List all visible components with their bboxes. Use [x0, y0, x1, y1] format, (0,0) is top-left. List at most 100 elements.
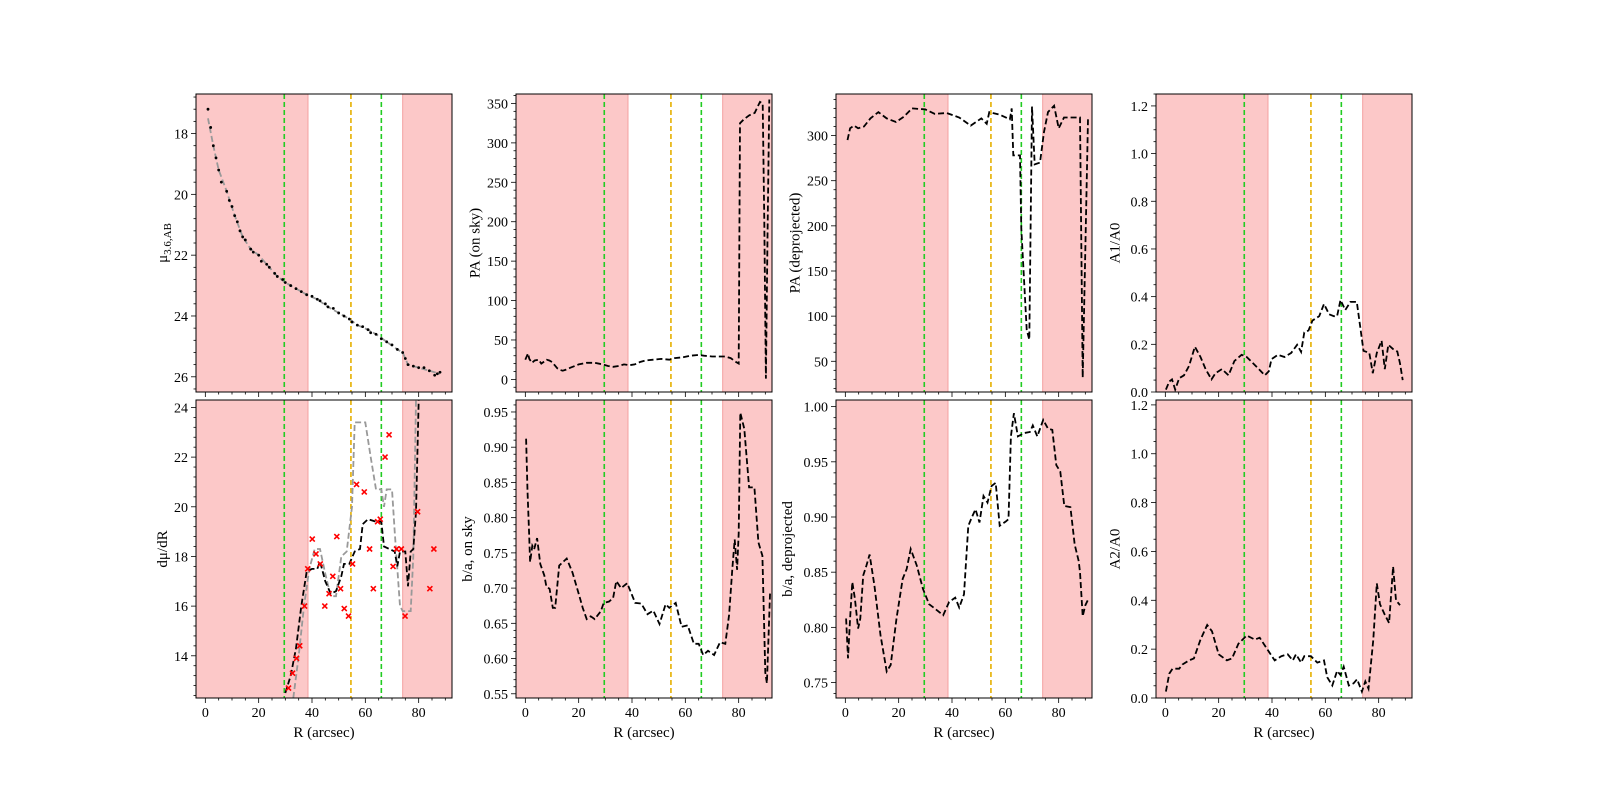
y-tick-label: 300 — [807, 130, 828, 145]
data-point-x-marker — [285, 685, 292, 692]
shaded-region — [1042, 400, 1092, 698]
plot-area — [1156, 94, 1412, 392]
panel-pa_deproj: 50 100 150 200 250 300 PA (deprojected) — [788, 93, 1093, 397]
data-point-x-marker — [293, 655, 300, 662]
x-tick-label: 60 — [998, 706, 1012, 721]
x-tick-label: 0 — [202, 706, 209, 721]
y-tick-label: 0.4 — [1131, 594, 1149, 609]
y-axis-label: A2/A0 — [1108, 529, 1124, 570]
y-tick-label: 0.90 — [804, 511, 829, 526]
x-tick-label: 80 — [412, 706, 426, 721]
shaded-region — [836, 94, 949, 392]
x-axis-label: R (arcsec) — [293, 725, 354, 741]
panel-dmu: 0 20 40 60 80 R (arcsec) 14 16 18 20 22 24 dμ/dR — [155, 399, 453, 741]
data-point-x-marker — [333, 533, 340, 540]
shaded-region — [1042, 94, 1092, 392]
data-point — [225, 189, 229, 193]
shaded-region — [516, 94, 629, 392]
y-tick-label: 250 — [487, 176, 508, 191]
y-tick-label: 50 — [494, 334, 508, 349]
data-point — [435, 372, 439, 376]
shaded-region — [1362, 400, 1412, 698]
data-point — [326, 305, 330, 309]
data-point — [427, 369, 431, 373]
panel-a1: 0.0 0.2 0.4 0.6 0.8 1.0 1.2 A1/A0 — [1108, 93, 1413, 401]
y-tick-label: 20 — [174, 501, 188, 516]
y-axis-label-main: A2/A0 — [1108, 529, 1124, 570]
shaded-region — [516, 400, 629, 698]
y-tick-label: 0.95 — [804, 456, 829, 471]
data-point-x-marker — [321, 603, 328, 610]
x-tick-label: 0 — [522, 706, 529, 721]
data-point — [385, 340, 389, 344]
y-axis-label: dμ/dR — [155, 530, 171, 567]
data-point — [217, 168, 221, 172]
y-tick-label: 0.75 — [804, 677, 829, 692]
y-tick-label: 300 — [487, 137, 508, 152]
y-tick-label: 1.2 — [1131, 100, 1149, 115]
y-tick-label: 0.0 — [1131, 692, 1149, 707]
x-tick-label: 0 — [1162, 706, 1169, 721]
y-tick-label: 0.65 — [484, 617, 509, 632]
y-tick-label: 250 — [807, 175, 828, 190]
series-line-b-a-deprojected — [845, 413, 1089, 675]
y-tick-label: 14 — [174, 650, 188, 665]
y-axis-label: b/a, on sky — [460, 516, 476, 582]
x-tick-label: 40 — [625, 706, 639, 721]
data-point — [206, 107, 210, 111]
data-point-x-marker — [370, 585, 377, 592]
x-tick-label: 40 — [1265, 706, 1279, 721]
data-point-x-marker — [366, 545, 373, 553]
data-point — [281, 278, 285, 281]
panel-pa_sky: 0 50 100 150 200 250 300 350 PA (on sky) — [468, 93, 773, 397]
data-point — [369, 331, 373, 335]
y-tick-label: 22 — [174, 451, 188, 466]
y-axis-label-main: b/a, on sky — [460, 516, 476, 582]
y-axis-label: b/a, deprojected — [780, 501, 796, 597]
shaded-region — [722, 400, 772, 698]
data-point — [230, 205, 234, 208]
data-point — [251, 250, 255, 254]
series-line-b-a-on-sky — [525, 412, 771, 684]
data-point-x-marker — [377, 516, 384, 523]
y-tick-label: 0.60 — [484, 653, 509, 668]
data-point-x-marker — [304, 565, 311, 572]
data-point-x-marker — [317, 560, 324, 567]
y-tick-label: 18 — [174, 550, 188, 565]
data-point — [235, 220, 239, 224]
y-axis-label-main: b/a, deprojected — [780, 501, 796, 597]
panel-a2: 0 20 40 60 80 R (arcsec) 0.0 0.2 0.4 0.6 0.8 1.0 1.2… — [1108, 399, 1413, 741]
x-tick-label: 20 — [1212, 706, 1226, 721]
y-axis-label-main: PA (deprojected) — [788, 193, 804, 294]
data-point — [406, 363, 410, 367]
series-line-pa-on-sky — [524, 99, 771, 379]
x-tick-label: 40 — [305, 706, 319, 721]
data-point — [401, 351, 405, 354]
y-tick-label: 0.2 — [1131, 643, 1149, 658]
y-tick-label: 24 — [174, 310, 188, 325]
axes-frame — [195, 399, 453, 699]
x-tick-label: 60 — [1318, 706, 1332, 721]
plot-area — [516, 400, 772, 698]
y-tick-label: 0.0 — [1131, 386, 1149, 401]
data-point-x-marker — [402, 612, 409, 620]
data-point — [259, 259, 263, 263]
y-tick-label: 1.00 — [804, 401, 829, 416]
axes-frame — [1155, 399, 1413, 699]
x-axis-label: R (arcsec) — [613, 725, 674, 741]
shaded-region — [1156, 400, 1269, 698]
y-tick-label: 1.0 — [1131, 148, 1149, 163]
data-point — [395, 348, 399, 351]
y-tick-label: 0.6 — [1131, 545, 1149, 560]
data-point — [305, 293, 309, 297]
data-point — [219, 180, 223, 184]
y-axis-label-main: μ — [155, 255, 171, 263]
y-tick-label: 100 — [487, 295, 508, 310]
x-tick-label: 80 — [1052, 706, 1066, 721]
x-axis-label: R (arcsec) — [933, 725, 994, 741]
y-tick-label: 150 — [487, 255, 508, 270]
data-point-x-marker — [382, 454, 389, 461]
data-point — [374, 332, 378, 336]
y-axis-label-subscript: 3.6,AB — [162, 223, 174, 255]
